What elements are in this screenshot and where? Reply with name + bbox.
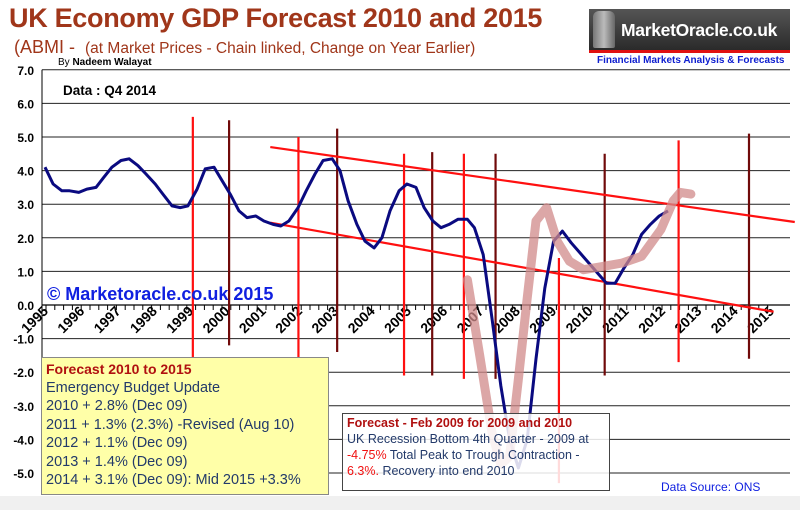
byline: By Nadeem Walayat [58,57,152,68]
chart-title: UK Economy GDP Forecast 2010 and 2015 [9,3,543,33]
x-tick-label: 2006 [417,303,450,336]
trend-lines [270,145,795,313]
forecast-box-line: 2012 + 1.1% (Dec 09) [46,435,188,451]
y-tick-label: -1.0 [13,333,34,347]
y-tick-label: 0.0 [17,299,34,313]
forecast-box-line: 2010 + 2.8% (Dec 09) [46,398,188,414]
contraction-text: Total Peak to Trough Contraction - [386,448,580,462]
data-note: Data : Q4 2014 [63,83,157,98]
recession-forecast-box: Forecast - Feb 2009 for 2009 and 2010 UK… [342,413,610,491]
forecast-box-line: 2013 + 1.4% (Dec 09) [46,453,188,470]
x-axis-tick-labels: 1995 1996 1997 1998 1999 2000 2001 2002 2003 2004… [18,303,777,336]
x-tick-label: 2004 [344,303,377,336]
y-tick-label: 4.0 [17,165,34,179]
x-tick-label: 2002 [272,303,305,336]
y-tick-label: 2.0 [17,232,34,246]
trend-line [270,145,795,224]
trend-line [270,221,774,313]
y-tick-label: -5.0 [13,467,34,481]
y-tick-label: -3.0 [13,400,34,414]
forecast-box-line: 2014 + 3.1% (Dec 09): Mid 2015 +3.3% [46,472,301,488]
x-tick-label: 2014 [707,303,740,336]
author-name: Nadeem Walayat [72,57,152,68]
actual-gdp-line [43,157,669,470]
recession-box-heading: Forecast - Feb 2009 for 2009 and 2010 [347,416,573,430]
forecast-box-line: 2011 + 1.3% (2.3%) -Revised (Aug 10) [46,416,295,433]
statue-icon [593,11,615,48]
byline-prefix: By [58,57,70,68]
logo-tagline: Financial Markets Analysis & Forecasts [597,55,785,66]
recession-box-line1: UK Recession Bottom 4th Quarter - 2009 a… [347,432,589,446]
recession-box-line2: -4.75% Total Peak to Trough Contraction … [347,447,605,463]
recession-box-line3: 6.3%. Recovery into end 2010 [347,463,605,479]
x-tick-label: 2010 [562,303,595,336]
watermark: © Marketoracle.co.uk 2015 [47,284,274,304]
y-tick-label: -4.0 [13,433,34,447]
x-tick-label: 2005 [381,303,414,336]
forecast-box-heading: Forecast 2010 to 2015 [46,361,192,377]
y-axis-ticks: 7.0 6.0 5.0 4.0 3.0 2.0 1.0 0.0 -1.0 -2.0 -3.0 -4.0… [13,64,34,481]
contraction-value: 6.3%. [347,464,379,478]
forecast-box-line: Emergency Budget Update [46,379,221,396]
x-tick-label: 1998 [127,303,160,336]
subtitle-prefix: (ABMI - [14,37,75,57]
x-tick-label: 1996 [54,303,87,336]
y-tick-label: 7.0 [17,64,34,78]
y-tick-label: 6.0 [17,97,34,111]
marketoracle-logo[interactable]: MarketOracle.co.uk [589,9,790,53]
x-tick-label: 2012 [635,303,668,336]
subtitle-text: (at Market Prices - Chain linked, Change… [85,40,476,57]
forecast-2010-2015-box: Forecast 2010 to 2015 Emergency Budget U… [41,357,329,495]
x-tick-label: 1997 [90,303,123,336]
y-tick-label: 3.0 [17,198,34,212]
logo-text: MarketOracle.co.uk [621,20,778,40]
x-tick-label: 1999 [163,303,196,336]
recovery-text: Recovery into end 2010 [378,464,515,478]
data-source: Data Source: ONS [661,480,761,494]
chart-subtitle: (ABMI - (at Market Prices - Chain linked… [14,37,475,58]
x-tick-label: 2013 [671,303,704,336]
y-tick-label: -2.0 [13,366,34,380]
footer-strip [0,496,800,510]
y-tick-label: 5.0 [17,131,34,145]
bottom-value: -4.75% [347,448,387,462]
y-tick-label: 1.0 [17,265,34,279]
x-tick-label: 2001 [236,303,269,336]
